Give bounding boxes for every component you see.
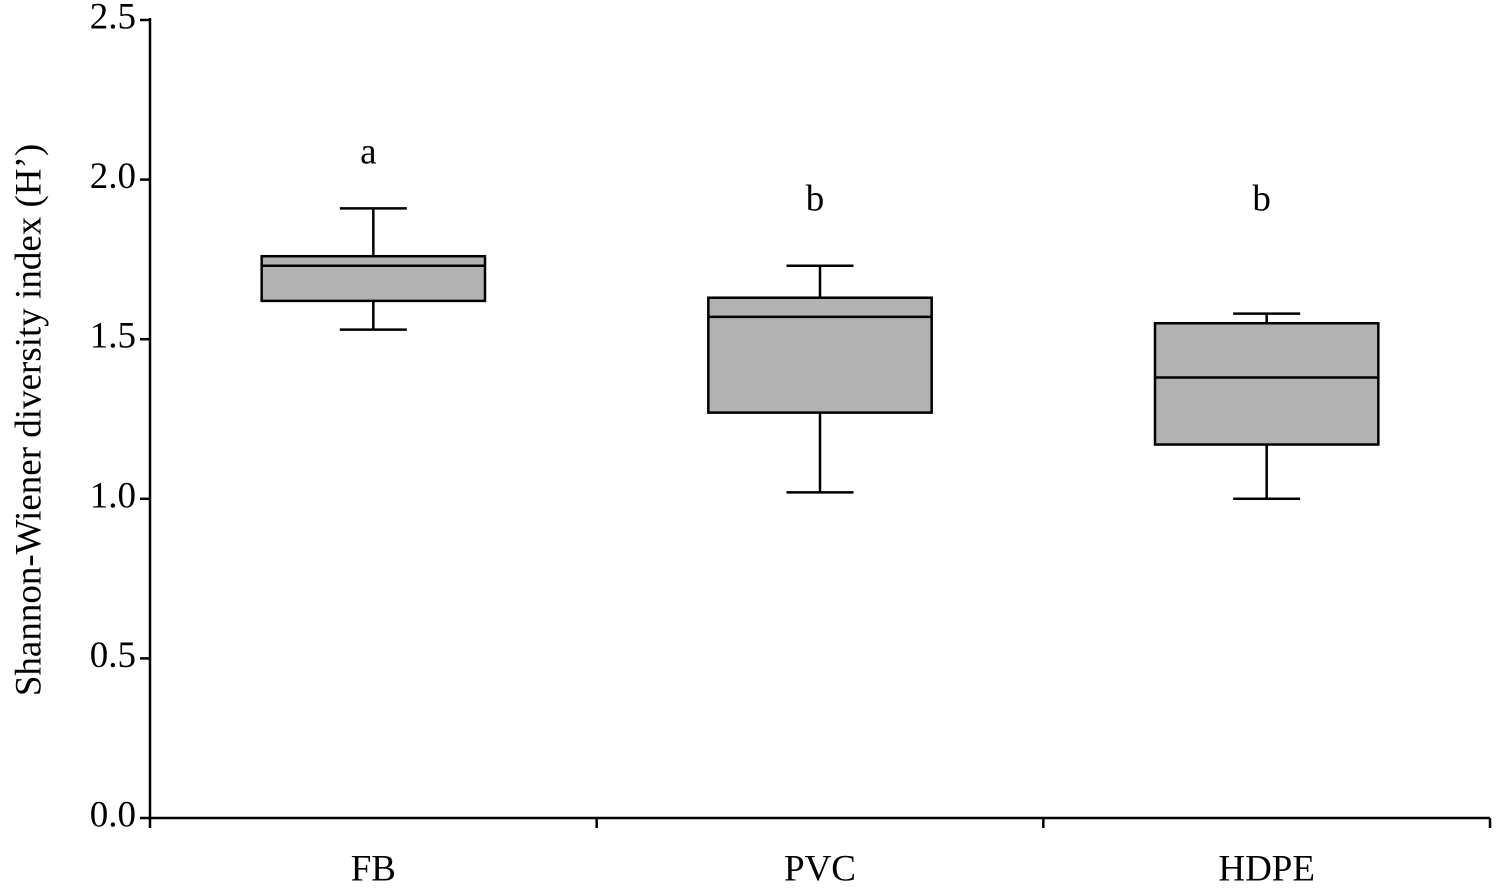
x-tick-label: HDPE bbox=[1218, 848, 1315, 888]
box bbox=[260, 254, 487, 303]
y-tick-label: 1.5 bbox=[90, 316, 136, 357]
significance-letter: b bbox=[1252, 178, 1271, 219]
y-tick-label: 2.0 bbox=[90, 156, 136, 197]
significance-letter: b bbox=[806, 178, 825, 219]
y-tick-label: 1.0 bbox=[90, 475, 136, 516]
significance-letter: a bbox=[360, 131, 376, 172]
y-tick-label: 0.0 bbox=[90, 794, 136, 835]
y-tick-label: 2.5 bbox=[90, 0, 136, 37]
x-tick-label: FB bbox=[351, 848, 396, 888]
x-tick-label: PVC bbox=[784, 848, 856, 888]
y-tick-label: 0.5 bbox=[90, 635, 136, 676]
box bbox=[1153, 321, 1380, 446]
box bbox=[707, 296, 933, 414]
y-axis-label: Shannon-Wiener diversity index (H’) bbox=[8, 144, 49, 696]
